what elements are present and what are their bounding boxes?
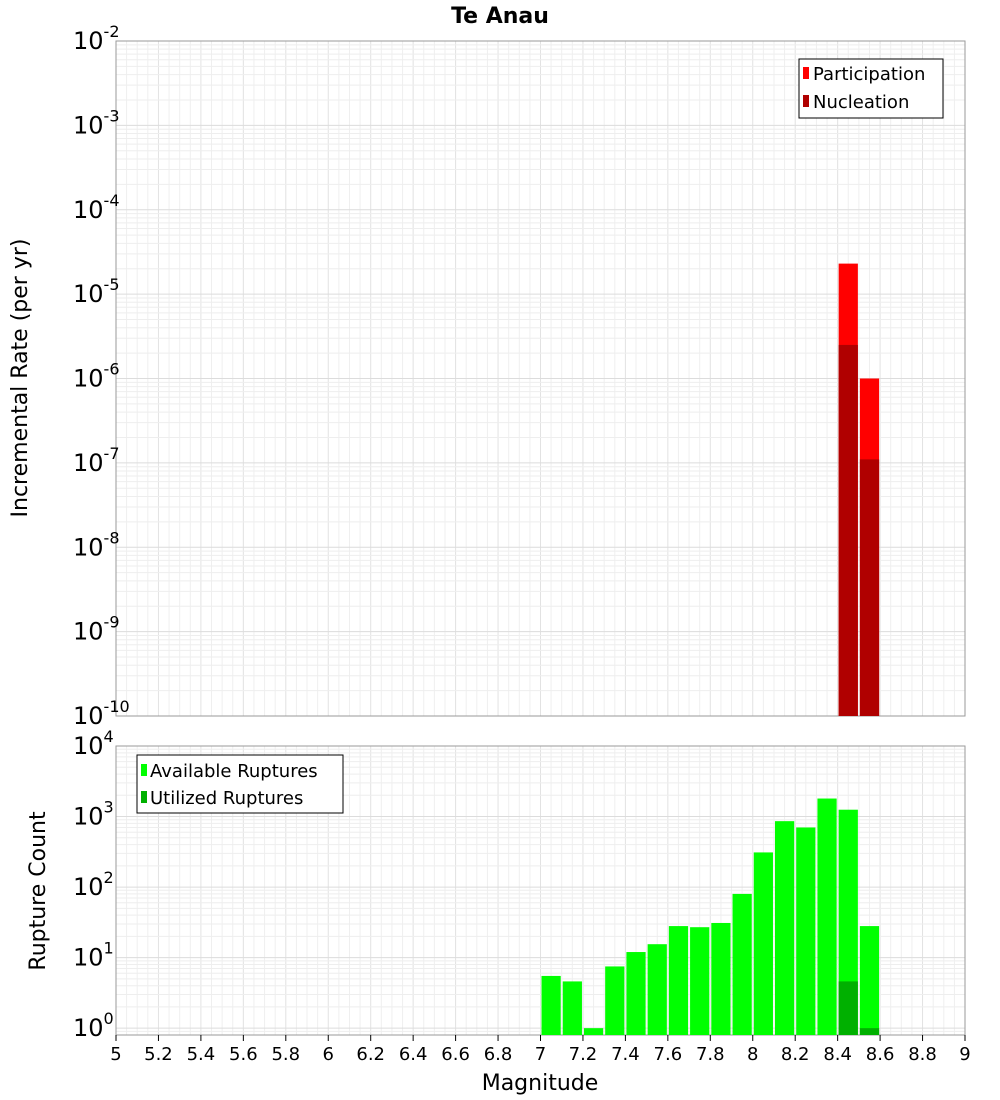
bottom-bar-available-ruptures — [774, 821, 795, 1035]
bottom-bar-available-ruptures — [796, 827, 816, 1035]
bottom-bar-available-ruptures — [732, 893, 752, 1035]
x-tick-label: 6.8 — [484, 1044, 513, 1065]
bottom-bar-available-ruptures — [647, 944, 667, 1035]
legend-label-utilized-ruptures: Utilized Ruptures — [150, 788, 303, 809]
bottom-bar-available-ruptures — [817, 798, 837, 1035]
top-y-ticks: 10-10 10-9 10-8 10-7 10-6 10-5 10-4 10-3 10-2 — [73, 22, 130, 730]
legend-swatch-utilized-ruptures — [141, 791, 147, 803]
bottom-y-ticks: 100 101 102 103 104 — [73, 727, 114, 1042]
legend-label-available-ruptures: Available Ruptures — [150, 761, 318, 782]
top-y-tick-label: 10-7 — [73, 444, 120, 477]
bottom-bar-available-ruptures — [711, 922, 731, 1035]
x-tick-label: 6.4 — [399, 1044, 428, 1065]
bottom-bar-available-ruptures — [626, 952, 646, 1035]
top-bar-nucleation — [838, 344, 858, 716]
bottom-y-tick-label: 100 — [73, 1009, 114, 1042]
chart-title: Te Anau — [451, 4, 549, 29]
top-plot-grid — [115, 40, 966, 717]
x-tick-label: 6 — [323, 1044, 334, 1065]
x-tick-label: 7 — [535, 1044, 546, 1065]
x-tick-label: 5.4 — [187, 1044, 216, 1065]
bottom-y-tick-label: 101 — [73, 939, 114, 972]
bottom-y-axis-label: Rupture Count — [26, 811, 51, 971]
bottom-bar-available-ruptures — [690, 927, 710, 1035]
legend-label-participation: Participation — [813, 64, 925, 85]
bottom-y-tick-label: 102 — [73, 868, 114, 901]
top-y-tick-label: 10-4 — [73, 191, 120, 224]
x-tick-label: 5.6 — [229, 1044, 258, 1065]
bottom-bar-available-ruptures — [668, 926, 689, 1035]
top-legend: Participation Nucleation — [798, 58, 944, 119]
legend-swatch-available-ruptures — [141, 764, 147, 776]
legend-label-nucleation: Nucleation — [813, 92, 909, 113]
bottom-y-tick-label: 104 — [73, 727, 114, 760]
bottom-bar-available-ruptures — [583, 1028, 604, 1035]
x-tick-label: 7.4 — [611, 1044, 640, 1065]
x-tick-label: 5.8 — [271, 1044, 300, 1065]
top-y-axis-label: Incremental Rate (per yr) — [8, 239, 33, 518]
top-legend-box — [798, 58, 944, 119]
top-y-tick-label: 10-3 — [73, 106, 120, 139]
x-tick-label: 8.4 — [823, 1044, 852, 1065]
bottom-bar-available-ruptures — [859, 926, 880, 1035]
x-tick-label: 7.2 — [569, 1044, 598, 1065]
x-tick-label: 7.6 — [654, 1044, 683, 1065]
bottom-bar-available-ruptures — [541, 975, 561, 1035]
top-y-tick-label: 10-6 — [73, 360, 120, 393]
x-tick-label: 8 — [747, 1044, 758, 1065]
bottom-legend-box — [136, 754, 344, 814]
x-tick-label: 5 — [110, 1044, 121, 1065]
x-tick-label: 6.2 — [356, 1044, 385, 1065]
bottom-bar-utilized-ruptures — [859, 1028, 880, 1035]
top-y-tick-label: 10-10 — [73, 697, 130, 730]
bottom-bar-available-ruptures — [838, 809, 858, 1035]
bottom-y-tick-label: 103 — [73, 798, 114, 831]
x-tick-label: 6.6 — [441, 1044, 470, 1065]
bottom-bar-available-ruptures — [605, 966, 625, 1035]
top-y-tick-label: 10-2 — [73, 22, 120, 55]
x-tick-label: 8.2 — [781, 1044, 810, 1065]
top-plot-bars — [838, 263, 880, 716]
bottom-legend: Available Ruptures Utilized Ruptures — [136, 754, 344, 814]
x-tick-label: 5.2 — [144, 1044, 173, 1065]
top-y-tick-label: 10-9 — [73, 613, 120, 646]
x-tick-label: 7.8 — [696, 1044, 725, 1065]
top-y-tick-label: 10-8 — [73, 528, 120, 561]
x-tick-label: 9 — [959, 1044, 970, 1065]
bottom-bar-available-ruptures — [562, 981, 582, 1035]
top-bar-nucleation — [859, 459, 880, 716]
x-axis-ticks: 5 5.2 5.4 5.6 5.8 6 6.2 6.4 6.6 6.8 7 7.2 7.4 7.6 7.8 8… — [110, 1035, 971, 1065]
legend-swatch-participation — [803, 67, 809, 79]
top-y-tick-label: 10-5 — [73, 275, 120, 308]
top-plot-frame — [115, 40, 966, 717]
x-tick-label: 8.8 — [908, 1044, 937, 1065]
bottom-plot-bars — [541, 798, 880, 1035]
x-axis-label: Magnitude — [482, 1071, 599, 1096]
legend-swatch-nucleation — [803, 95, 809, 107]
bottom-bar-available-ruptures — [753, 852, 773, 1035]
x-tick-label: 8.6 — [866, 1044, 895, 1065]
bottom-bar-utilized-ruptures — [838, 981, 858, 1035]
